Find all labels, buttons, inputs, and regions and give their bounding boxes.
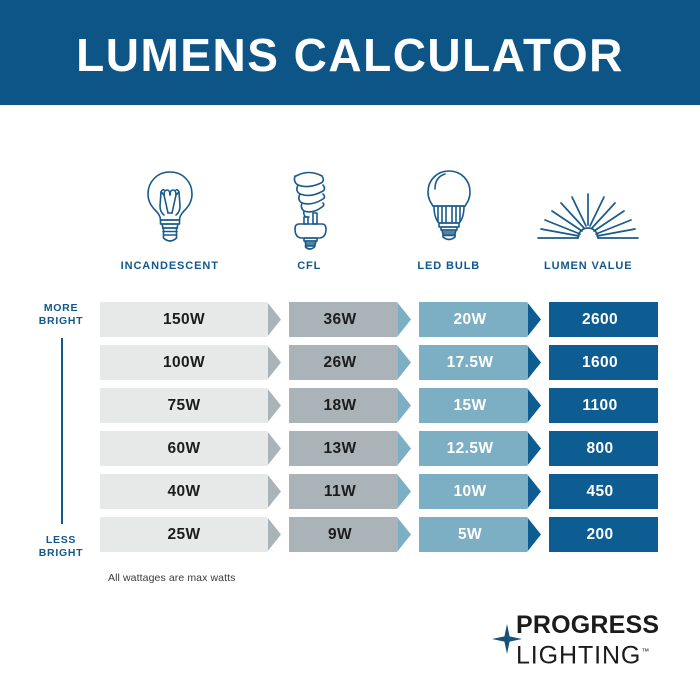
column-label-cfl: CFL [297,260,322,272]
column-label-led: LED BULB [417,260,481,272]
cell-lumens: 450 [528,474,658,509]
table-row: 25W 9W 5W 200 [100,517,658,552]
axis-label-less-bright: LESS BRIGHT [28,534,94,560]
cell-lumens: 200 [528,517,658,552]
axis-label-less-bright-line1: LESS [45,534,77,546]
cell-incandescent: 60W [100,431,268,466]
cell-lumens: 1600 [528,345,658,380]
brand-logo-lighting-word: LIGHTING [516,641,642,670]
cell-lumens: 2600 [528,302,658,337]
table-row: 100W 26W 17.5W 1600 [100,345,658,380]
axis-line [61,338,63,524]
sparkle-star-icon [492,624,522,659]
brand-logo: PROGRESS LIGHTING™ [492,612,662,669]
page-title: LUMENS CALCULATOR [76,28,624,81]
brand-logo-progress: PROGRESS [516,611,660,639]
footnote-text: All wattages are max watts [108,572,236,584]
cell-incandescent: 150W [100,302,268,337]
lumens-table: 150W 36W 20W 2600 100W 26W 17.5W 1600 75… [100,302,658,562]
axis-label-more-bright-line1: MORE [43,302,79,314]
axis-label-less-bright-line2: BRIGHT [38,547,84,559]
lumen-burst-icon [536,167,640,251]
table-row: 75W 18W 15W 1100 [100,388,658,423]
trademark-symbol: ™ [641,647,650,656]
page-header: LUMENS CALCULATOR [0,0,700,105]
axis-label-more-bright: MORE BRIGHT [28,302,94,328]
column-header-row: INCANDESCENT [100,160,658,272]
led-bulb-icon [421,167,477,251]
column-header-incandescent: INCANDESCENT [100,160,240,272]
incandescent-bulb-icon [137,167,203,251]
table-row: 40W 11W 10W 450 [100,474,658,509]
column-label-incandescent: INCANDESCENT [120,260,219,272]
column-header-lumen: LUMEN VALUE [519,160,659,272]
cfl-bulb-icon [283,167,335,251]
column-label-lumen: LUMEN VALUE [543,260,633,272]
cell-incandescent: 100W [100,345,268,380]
brand-logo-text: PROGRESS LIGHTING™ [516,612,659,669]
cell-incandescent: 40W [100,474,268,509]
cell-incandescent: 75W [100,388,268,423]
cell-incandescent: 25W [100,517,268,552]
brand-logo-lighting: LIGHTING™ [516,638,659,669]
table-row: 150W 36W 20W 2600 [100,302,658,337]
table-row: 60W 13W 12.5W 800 [100,431,658,466]
column-header-cfl: CFL [240,160,380,272]
column-header-led: LED BULB [379,160,519,272]
brightness-axis: MORE BRIGHT LESS BRIGHT [28,300,94,562]
cell-lumens: 1100 [528,388,658,423]
cell-lumens: 800 [528,431,658,466]
axis-label-more-bright-line2: BRIGHT [38,315,84,327]
